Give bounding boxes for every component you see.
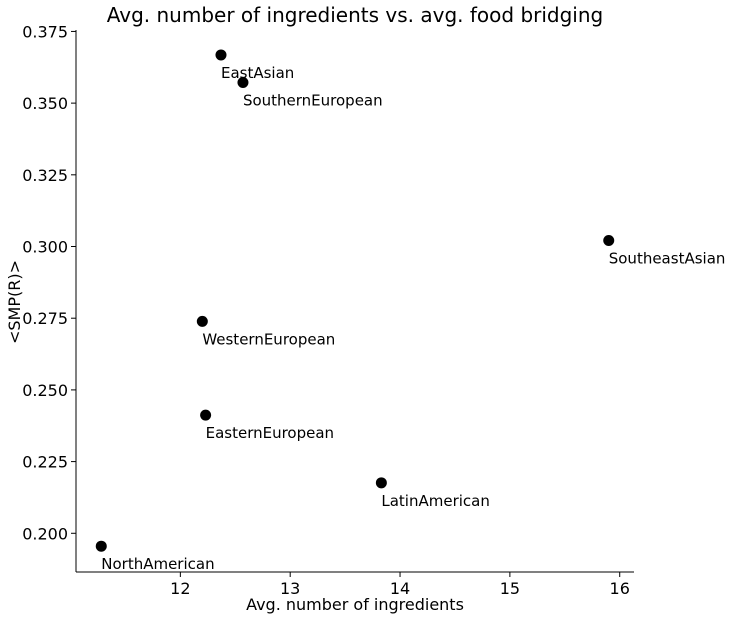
x-tick-label: 14 [390, 579, 410, 598]
point-label: EastAsian [221, 64, 294, 82]
data-point [95, 540, 107, 552]
data-point [196, 315, 208, 327]
y-tick-label: 0.325 [22, 166, 68, 185]
point-label: SouthernEuropean [243, 91, 383, 109]
point-label: WesternEuropean [202, 330, 335, 348]
y-tick-label: 0.350 [22, 94, 68, 113]
y-tick-label: 0.250 [22, 381, 68, 400]
point-label: LatinAmerican [381, 492, 490, 510]
point-label: EasternEuropean [206, 424, 334, 442]
x-tick-label: 12 [170, 579, 190, 598]
y-tick-label: 0.375 [22, 22, 68, 41]
chart-title: Avg. number of ingredients vs. avg. food… [107, 3, 604, 27]
y-axis-label: <SMP(R)> [5, 260, 24, 344]
x-tick-label: 16 [610, 579, 630, 598]
y-tick-label: 0.300 [22, 238, 68, 257]
data-point [375, 477, 387, 489]
y-ticks: 0.200 0.225 0.250 0.275 0.300 0.325 0.350 0.375 [22, 22, 76, 543]
x-ticks: 12 13 14 15 16 [170, 572, 630, 598]
x-tick-label: 13 [280, 579, 300, 598]
y-tick-label: 0.275 [22, 309, 68, 328]
data-point [603, 234, 615, 246]
x-axis-label: Avg. number of ingredients [246, 595, 464, 614]
data-points: EastAsian SouthernEuropean SoutheastAsian W… [95, 49, 726, 573]
plot-area: 12 13 14 15 16 0.200 0.225 0.250 0.275 0.300 0.32… [22, 22, 725, 598]
data-point [200, 409, 212, 421]
data-point [237, 76, 249, 88]
point-label: NorthAmerican [101, 555, 214, 573]
x-tick-label: 15 [500, 579, 520, 598]
y-tick-label: 0.200 [22, 524, 68, 543]
y-tick-label: 0.225 [22, 453, 68, 472]
data-point [215, 49, 227, 61]
point-label: SoutheastAsian [609, 249, 726, 267]
